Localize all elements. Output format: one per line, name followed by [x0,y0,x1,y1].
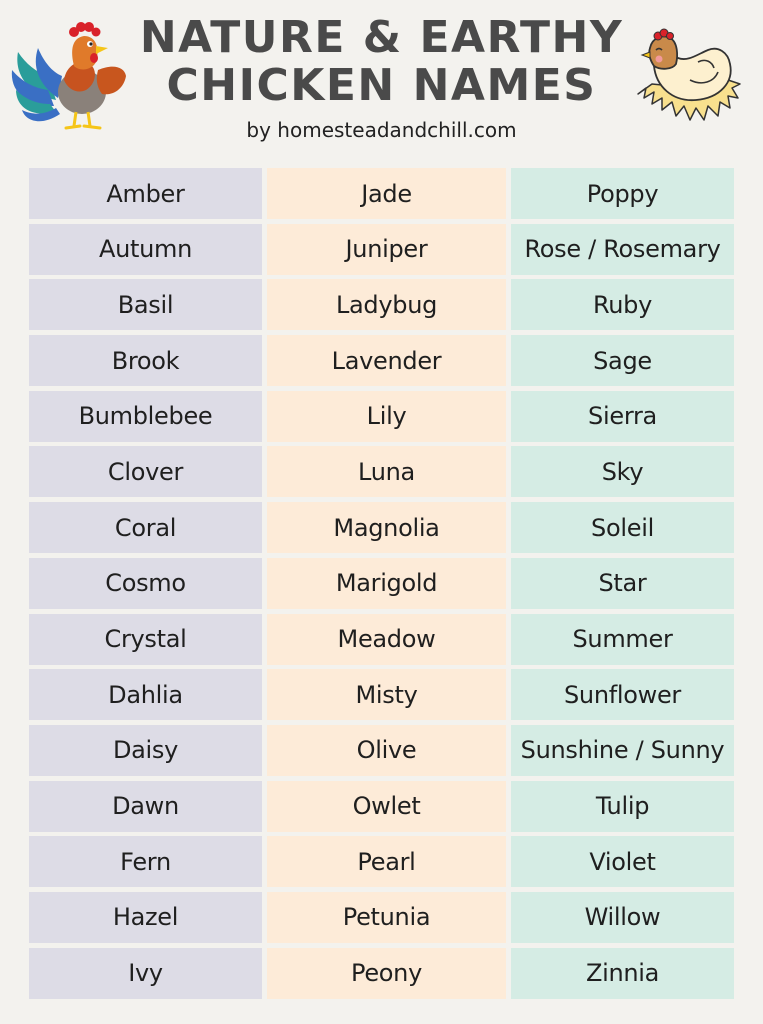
name-cell: Sunshine / Sunny [511,724,734,776]
name-cell: Sage [511,335,734,387]
header: NATURE & EARTHY CHICKEN NAMES by homeste… [0,0,763,160]
name-cell: Rose / Rosemary [511,223,734,275]
name-cell: Soleil [511,502,734,554]
title-line-1: NATURE & EARTHY [139,12,624,63]
name-cell: Luna [267,446,506,498]
name-cell: Misty [267,669,506,721]
name-cell: Clover [29,446,262,498]
title-line-2: CHICKEN NAMES [166,60,597,111]
name-cell: Peony [267,947,506,999]
name-cell: Summer [511,613,734,665]
name-cell: Magnolia [267,502,506,554]
name-cell: Hazel [29,891,262,943]
name-cell: Lily [267,390,506,442]
name-cell: Olive [267,724,506,776]
name-cell: Juniper [267,223,506,275]
name-cell: Jade [267,168,506,219]
name-cell: Owlet [267,780,506,832]
name-cell: Dahlia [29,669,262,721]
name-cell: Brook [29,335,262,387]
rooster-icon [11,22,126,130]
name-cell: Amber [29,168,262,219]
name-cell: Crystal [29,613,262,665]
name-cell: Poppy [511,168,734,219]
name-cell: Sunflower [511,669,734,721]
name-cell: Willow [511,891,734,943]
name-cell: Petunia [267,891,506,943]
name-cell: Cosmo [29,557,262,609]
name-cell: Ivy [29,947,262,999]
name-cell: Lavender [267,335,506,387]
name-cell: Marigold [267,557,506,609]
name-cell: Tulip [511,780,734,832]
name-cell: Ladybug [267,279,506,331]
hen-icon [637,28,741,121]
name-cell: Coral [29,502,262,554]
name-cell: Star [511,557,734,609]
name-cell: Sierra [511,390,734,442]
name-cell: Dawn [29,780,262,832]
page-title: NATURE & EARTHY CHICKEN NAMES [130,14,633,110]
name-cell: Violet [511,836,734,888]
name-cell: Pearl [267,836,506,888]
name-cell: Sky [511,446,734,498]
name-cell: Meadow [267,613,506,665]
name-cell: Bumblebee [29,390,262,442]
name-cell: Basil [29,279,262,331]
subtitle-credit: by homesteadandchill.com [246,118,517,142]
name-cell: Zinnia [511,947,734,999]
name-cell: Ruby [511,279,734,331]
name-cell: Daisy [29,724,262,776]
names-table: Amber Jade Poppy Autumn Juniper Rose / Rosema… [29,168,734,999]
name-cell: Fern [29,836,262,888]
name-cell: Autumn [29,223,262,275]
